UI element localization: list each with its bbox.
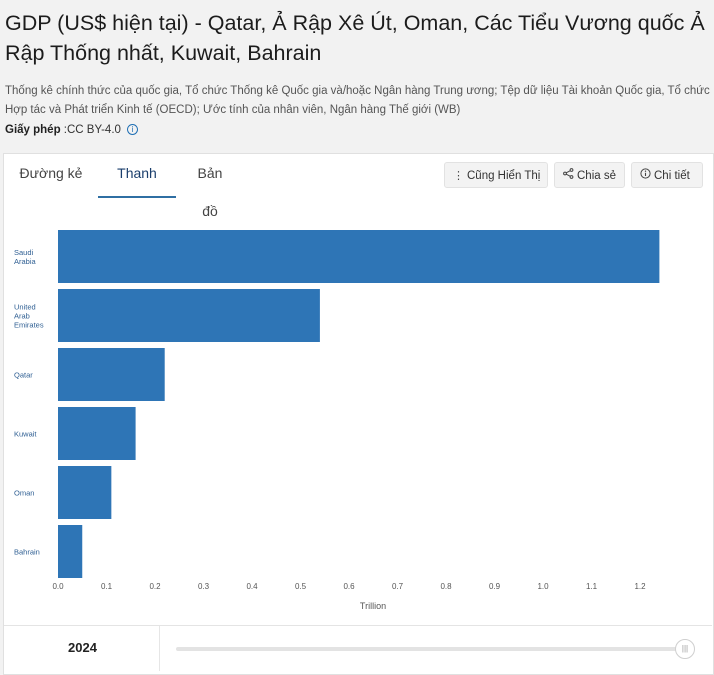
x-axis-title: Trillion xyxy=(360,601,386,611)
also-show-label: Cũng Hiển Thị xyxy=(467,170,541,182)
info-icon[interactable]: i xyxy=(126,124,138,135)
x-tick-label: 0.8 xyxy=(440,582,452,591)
bar-qatar[interactable] xyxy=(58,348,165,401)
category-label: Oman xyxy=(14,489,34,498)
details-button[interactable]: Chi tiết xyxy=(631,162,703,188)
x-tick-label: 0.4 xyxy=(246,582,258,591)
x-tick-label: 1.1 xyxy=(586,582,598,591)
x-tick-label: 0.5 xyxy=(295,582,307,591)
page-title: GDP (US$ hiện tại) - Qatar, Ả Rập Xê Út,… xyxy=(5,11,705,65)
more-vertical-icon: ⋮ xyxy=(453,169,464,182)
info-circle-icon xyxy=(640,163,654,189)
x-tick-label: 1.0 xyxy=(537,582,549,591)
bar-kuwait[interactable] xyxy=(58,407,136,460)
x-tick-label: 0.0 xyxy=(52,582,64,591)
license-label: Giấy phép xyxy=(5,124,61,136)
x-tick-label: 0.7 xyxy=(392,582,404,591)
footer-divider xyxy=(159,626,160,671)
category-label: United Arab Emirates xyxy=(14,303,44,330)
source-note: Thống kê chính thức của quốc gia, Tổ chứ… xyxy=(5,85,710,116)
tab-line[interactable]: Đường kẻ xyxy=(19,165,83,181)
x-tick-label: 0.9 xyxy=(489,582,501,591)
x-tick-label: 0.3 xyxy=(198,582,210,591)
time-slider-bar: 2024 ||| xyxy=(4,625,712,671)
share-button[interactable]: Chia sẻ xyxy=(554,162,625,188)
x-tick-label: 1.2 xyxy=(634,582,646,591)
also-show-button[interactable]: ⋮ Cũng Hiển Thị xyxy=(444,162,548,188)
bar-bahrain[interactable] xyxy=(58,525,83,578)
category-label: Kuwait xyxy=(14,430,37,439)
category-label: Qatar xyxy=(14,371,33,380)
slider-track[interactable] xyxy=(176,647,686,651)
x-tick-label: 0.1 xyxy=(101,582,113,591)
bar-oman[interactable] xyxy=(58,466,112,519)
category-label: Bahrain xyxy=(14,548,40,557)
category-label: Saudi Arabia xyxy=(14,248,37,266)
share-icon xyxy=(563,163,577,189)
tab-bar[interactable]: Thanh xyxy=(98,154,176,198)
details-label: Chi tiết xyxy=(654,170,690,182)
x-tick-label: 0.6 xyxy=(343,582,355,591)
license-value: :CC BY-4.0 xyxy=(60,124,121,136)
bar-chart: Saudi Arabia United Arab Emirates Qatar Kuwait… xyxy=(14,230,660,611)
license-line: Giấy phép :CC BY-4.0 i xyxy=(5,124,138,136)
year-label: 2024 xyxy=(68,640,97,655)
bar-united-arab-emirates[interactable] xyxy=(58,289,320,342)
x-tick-label: 0.2 xyxy=(149,582,161,591)
chart-card: Đường kẻ Thanh Bản đồ ⋮ Cũng Hiển Thị Chi… xyxy=(3,153,714,675)
slider-handle[interactable]: ||| xyxy=(675,639,695,659)
bar-saudi-arabia[interactable] xyxy=(58,230,660,283)
share-label: Chia sẻ xyxy=(577,170,616,182)
tab-map[interactable]: Bản đồ xyxy=(197,165,223,219)
